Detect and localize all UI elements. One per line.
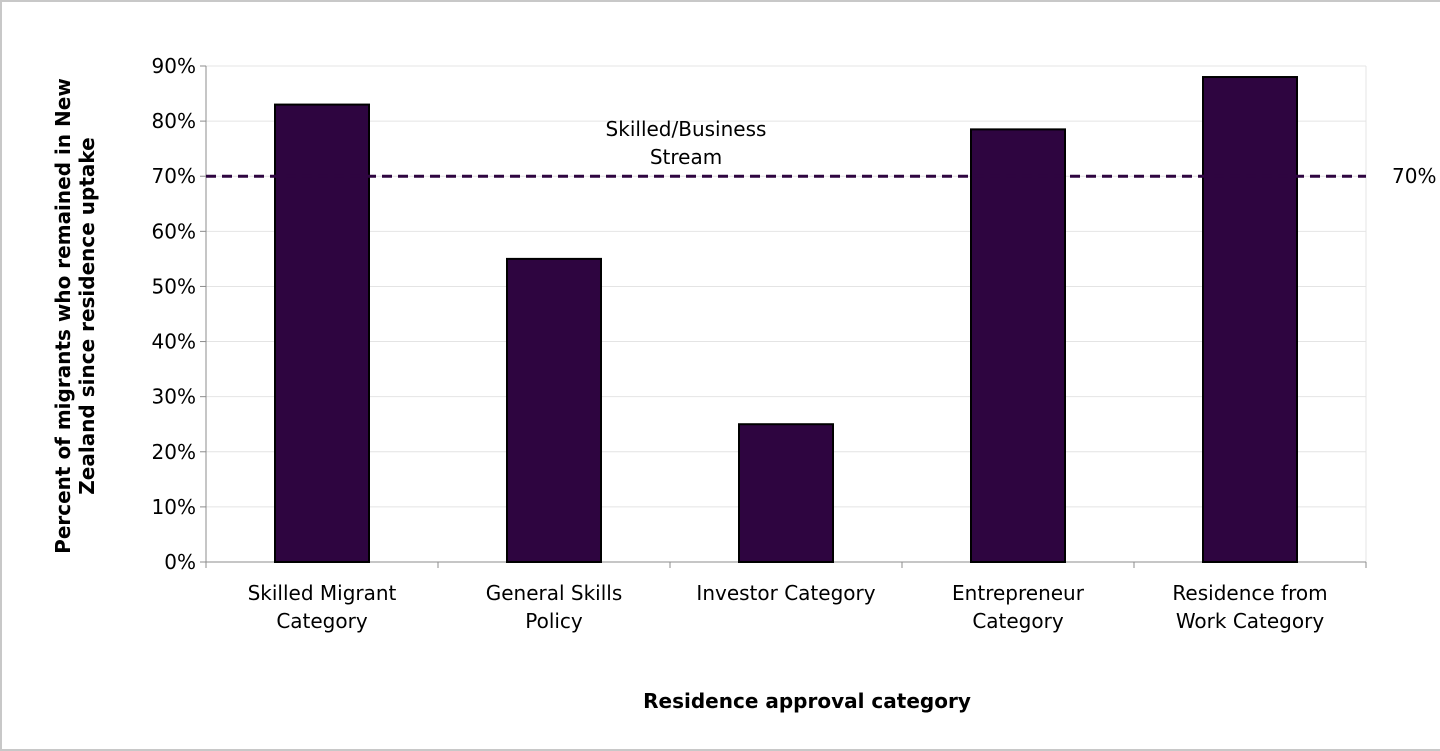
- x-tick-label: Policy: [525, 609, 583, 633]
- bar: [738, 423, 834, 563]
- reference-annotation: Skilled/Business: [606, 117, 767, 141]
- y-tick-label: 80%: [152, 109, 196, 133]
- y-tick-label: 90%: [152, 54, 196, 78]
- x-tick-label: Entrepreneur: [952, 581, 1085, 605]
- y-tick-label: 50%: [152, 274, 196, 298]
- x-tick-label: Category: [972, 609, 1064, 633]
- bar: [970, 128, 1066, 563]
- bars: [274, 76, 1298, 564]
- x-tick-label: Residence from: [1172, 581, 1327, 605]
- reference-line-group: 70% Skilled/Business Stream: [206, 117, 1436, 188]
- x-tick-label: Category: [276, 609, 368, 633]
- bar: [274, 103, 370, 563]
- y-axis-title: Percent of migrants who remained in New …: [51, 78, 99, 554]
- reference-annotation: Stream: [650, 145, 722, 169]
- bar: [1202, 76, 1298, 564]
- x-tick-label: General Skills: [486, 581, 623, 605]
- x-axis-title: Residence approval category: [643, 689, 971, 713]
- y-tick-label: 20%: [152, 440, 196, 464]
- reference-line-label: 70%: [1392, 164, 1436, 188]
- y-tick-label: 40%: [152, 330, 196, 354]
- x-tick-label: Investor Category: [696, 581, 875, 605]
- y-tick-label: 70%: [152, 164, 196, 188]
- y-axis-title-line-1: Percent of migrants who remained in New: [51, 78, 75, 554]
- y-tick-label: 10%: [152, 495, 196, 519]
- x-tick-label: Work Category: [1176, 609, 1325, 633]
- y-tick-label: 30%: [152, 385, 196, 409]
- x-tick-label: Skilled Migrant: [248, 581, 397, 605]
- y-axis-title-line-2: Zealand since residence uptake: [75, 137, 99, 494]
- y-tick-label: 0%: [164, 550, 196, 574]
- y-tick-label: 60%: [152, 219, 196, 243]
- x-tick-labels: Skilled Migrant Category General Skills Pol…: [248, 581, 1328, 633]
- gridlines: [206, 65, 1367, 562]
- bar: [506, 257, 602, 563]
- y-tick-labels: 0% 10% 20% 30% 40% 50% 60% 70% 80% 90%: [152, 54, 196, 574]
